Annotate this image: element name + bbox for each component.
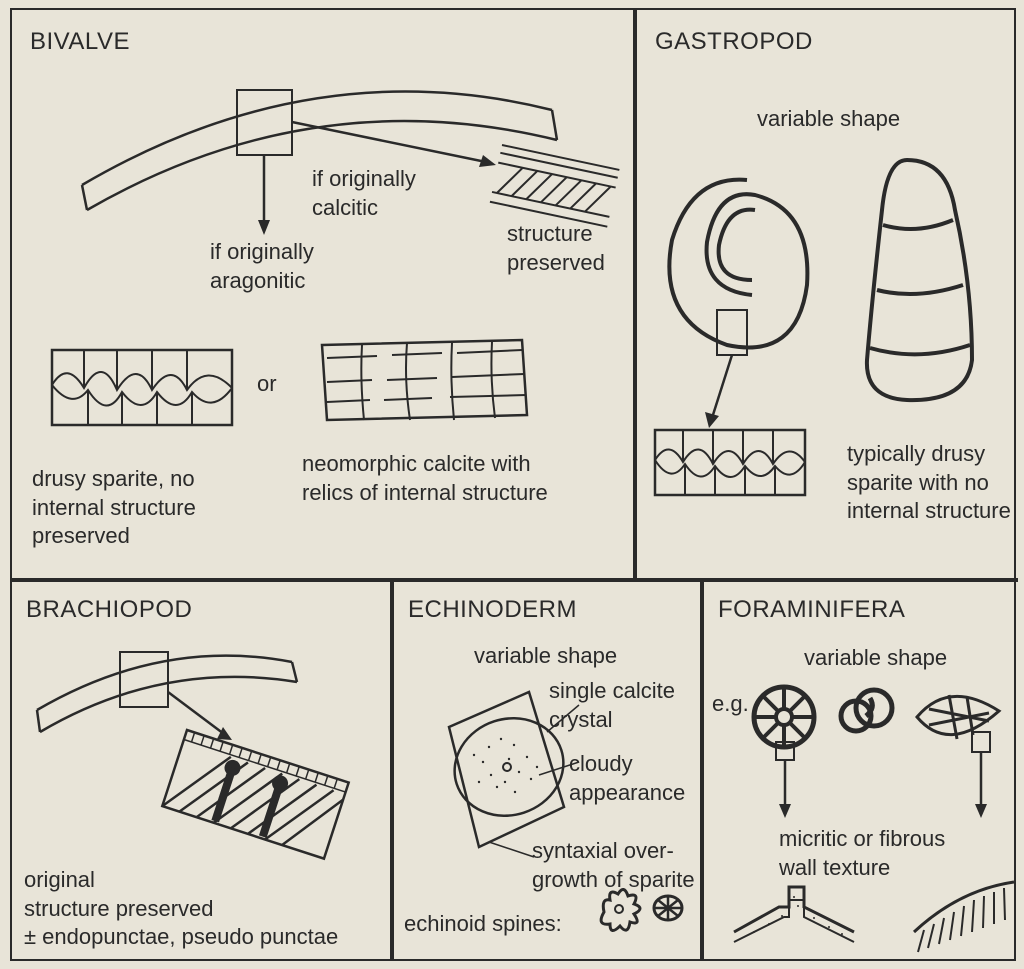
lbl-single-crystal: single calcite crystal xyxy=(549,677,675,734)
lbl-brach-original: original structure preserved ± endopunct… xyxy=(24,866,338,952)
lbl-if-calcitic: if originally calcitic xyxy=(312,165,416,222)
lbl-cloudy: cloudy appearance xyxy=(569,750,685,807)
lbl-micritic: micritic or fibrous wall texture xyxy=(779,825,945,882)
panel-echinoderm: ECHINODERM variable shape xyxy=(392,580,702,959)
panel-bivalve: BIVALVE xyxy=(12,10,635,580)
lbl-syntaxial: syntaxial over- growth of sparite xyxy=(532,837,695,894)
foraminifera-svg xyxy=(704,582,1020,961)
lbl-structure-preserved: structure preserved xyxy=(507,220,605,277)
panel-foraminifera: FORAMINIFERA variable shape e.g. xyxy=(702,580,1018,959)
lbl-or: or xyxy=(257,370,277,399)
panel-gastropod: GASTROPOD variable shape xyxy=(635,10,1018,580)
lbl-drusy: drusy sparite, no internal structure pre… xyxy=(32,465,196,551)
panel-brachiopod: BRACHIOPOD xyxy=(12,580,392,959)
diagram-outer: BIVALVE xyxy=(10,8,1016,961)
lbl-spines: echinoid spines: xyxy=(404,910,562,939)
lbl-if-aragonitic: if originally aragonitic xyxy=(210,238,314,295)
lbl-gast-drusy: typically drusy sparite with no internal… xyxy=(847,440,1011,526)
lbl-neomorphic: neomorphic calcite with relics of intern… xyxy=(302,450,548,507)
